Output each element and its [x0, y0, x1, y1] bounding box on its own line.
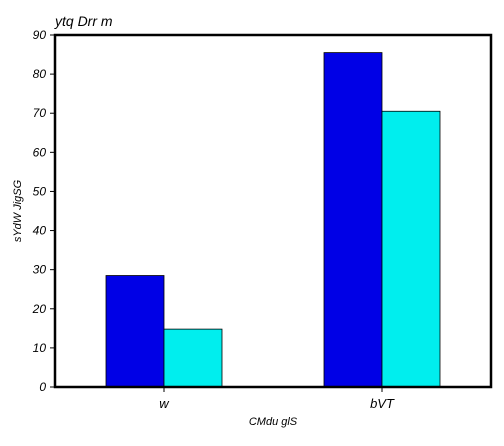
x-axis: w bVT: [159, 387, 395, 411]
y-tick-label: 0: [39, 380, 46, 394]
bar-series-2-2: [381, 110, 441, 388]
bars-layer: [105, 52, 441, 388]
y-tick-label: 90: [33, 28, 47, 42]
bar-series-2-1: [163, 328, 223, 388]
y-tick-label: 10: [33, 341, 47, 355]
y-axis-title: sYdW JigSG: [12, 179, 24, 242]
chart-title: ytq Drr m: [54, 13, 113, 29]
y-tick-label: 40: [33, 224, 47, 238]
y-tick-label: 60: [33, 145, 47, 159]
y-tick-label: 30: [33, 263, 47, 277]
x-tick-label: w: [159, 396, 170, 411]
plot-frame: [53, 33, 493, 389]
y-axis: 0 10 20 30 40 50 60 70 80 90: [32, 28, 55, 394]
x-axis-title: CMdu glS: [249, 416, 298, 428]
y-tick-label: 80: [33, 67, 47, 81]
bar-series-1-1: [105, 275, 165, 388]
y-tick-label: 70: [33, 106, 47, 120]
y-tick-label: 20: [32, 302, 47, 316]
bar-series-1-2: [323, 52, 383, 388]
x-tick-label: bVT: [370, 396, 395, 411]
y-tick-label: 50: [33, 184, 47, 198]
